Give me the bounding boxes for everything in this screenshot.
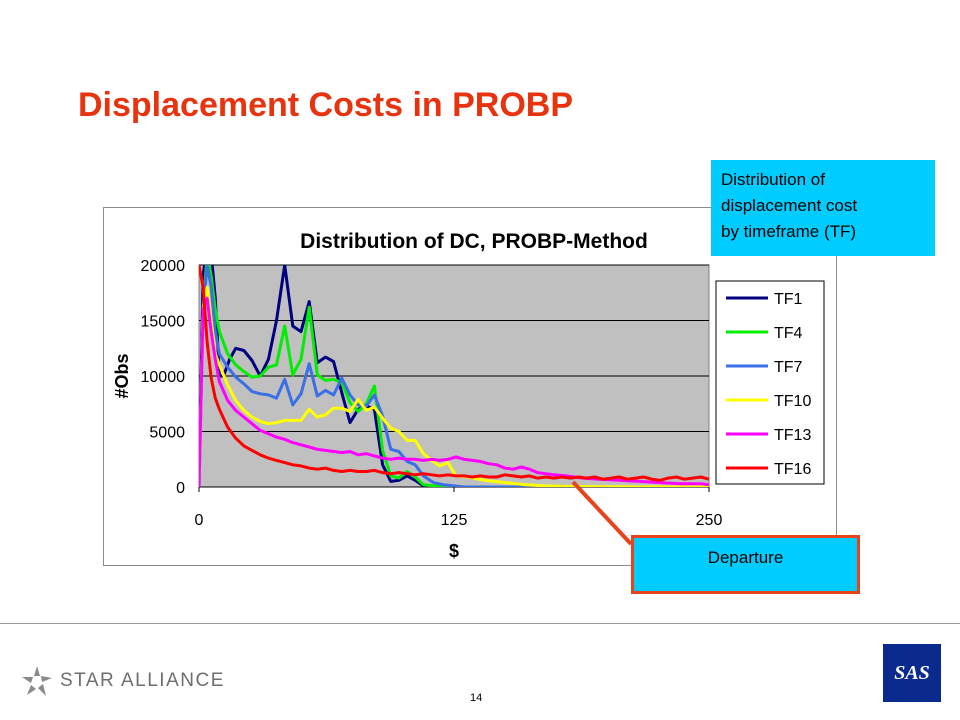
legend-label: TF16 [774, 461, 811, 478]
star-alliance-icon [22, 666, 52, 696]
chart-container: 0 5000 10000 15000 20000 0 125 250 Distribution … [103, 207, 837, 566]
callout-line-3: by timeframe (TF) [721, 222, 857, 241]
timeframe-callout: Distribution of displacement cost by tim… [711, 160, 935, 256]
y-tick-label: 5000 [149, 425, 185, 442]
sas-logo: SAS [883, 644, 941, 702]
series-line-tf7 [199, 265, 709, 487]
footer-divider [0, 623, 960, 624]
star-alliance-text: STAR ALLIANCE [60, 670, 225, 691]
x-tick-label: 250 [696, 512, 723, 529]
star-alliance-logo: STAR ALLIANCE [20, 664, 225, 698]
y-tick-label: 15000 [141, 314, 186, 331]
x-tick-label: 125 [441, 512, 468, 529]
slide-title: Displacement Costs in PROBP [78, 86, 574, 124]
legend-label: TF7 [774, 359, 803, 376]
series-line-tf1 [199, 265, 709, 487]
legend-label: TF4 [774, 325, 803, 342]
sas-logo-text: SAS [894, 662, 930, 684]
y-tick-label: 20000 [141, 258, 186, 275]
departure-label: Departure [707, 548, 784, 567]
legend-label: TF13 [774, 427, 811, 444]
series-line-tf13 [199, 296, 709, 487]
callout-line-1: Distribution of [721, 170, 825, 189]
y-tick-label: 0 [176, 480, 185, 497]
x-tick-label: 0 [195, 512, 204, 529]
legend-label: TF10 [774, 393, 811, 410]
page-number: 14 [470, 692, 483, 704]
line-chart: 0 5000 10000 15000 20000 0 125 250 Distribution … [112, 230, 825, 561]
x-axis-label: $ [449, 541, 459, 561]
departure-callout: Departure [631, 535, 860, 594]
callout-line-2: displacement cost [721, 196, 858, 215]
series-line-tf16 [199, 265, 709, 482]
chart-title: Distribution of DC, PROBP-Method [300, 230, 648, 253]
legend-label: TF1 [774, 291, 803, 308]
series-line-tf4 [199, 265, 709, 487]
y-axis-label: #Obs [112, 353, 132, 398]
legend [715, 280, 825, 485]
y-tick-label: 10000 [141, 369, 186, 386]
